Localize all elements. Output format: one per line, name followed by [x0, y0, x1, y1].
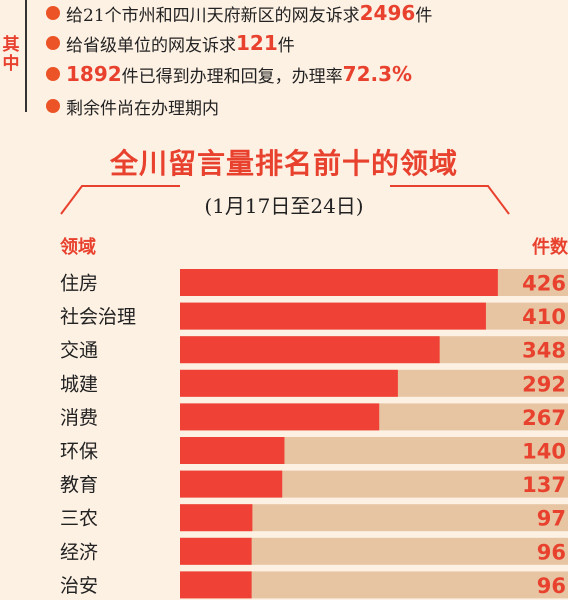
bullet-text: 给21个市州和四川天府新区的网友诉求 [66, 5, 360, 26]
frame-right-line [390, 185, 510, 215]
data-label: 96 [537, 574, 566, 598]
title-frame [60, 185, 510, 215]
category-label: 城建 [60, 373, 98, 395]
bar [180, 403, 380, 431]
bar [180, 470, 283, 498]
category-label: 社会治理 [60, 306, 136, 328]
side-divider [25, 0, 27, 112]
bar [180, 437, 285, 464]
data-label: 96 [537, 540, 566, 564]
data-label: 426 [522, 272, 566, 296]
category-label: 教育 [60, 474, 98, 496]
bullet-item: 剩余件尚在办理期内 [46, 93, 219, 119]
bullet-dot-icon [46, 6, 60, 20]
bullet-dot-icon [46, 67, 60, 81]
bar [180, 336, 440, 364]
data-label: 267 [522, 406, 566, 430]
chart-title: 全川留言量排名前十的领域 [109, 147, 458, 180]
category-label: 治安 [60, 575, 98, 597]
category-label: 交通 [60, 340, 98, 362]
bullet-number: 121 [236, 31, 278, 55]
value-header: 件数 [532, 237, 568, 258]
bullet-text: 剩余件尚在办理期内 [66, 98, 219, 119]
data-label: 97 [537, 507, 566, 531]
chart-subtitle: (1月17日至24日) [204, 194, 364, 218]
data-label: 348 [522, 339, 566, 363]
bar [180, 504, 253, 532]
bar [180, 269, 498, 296]
bar [180, 302, 486, 330]
bullet-number: 72.3% [342, 62, 413, 86]
bullet-number: 2496 [359, 1, 416, 25]
bullet-item: 1892 件已得到办理和回复，办理率 72.3% [46, 61, 412, 87]
bullet-text: 给省级单位的网友诉求 [66, 35, 236, 56]
frame-left-line [60, 185, 180, 215]
bar [180, 369, 398, 397]
bar [180, 571, 252, 599]
category-label: 经济 [60, 541, 98, 563]
bullet-text: 件 [415, 5, 433, 26]
data-label: 292 [522, 372, 566, 396]
bullet-item: 给省级单位的网友诉求 121 件 [46, 30, 295, 56]
category-label: 三农 [60, 508, 98, 530]
category-label: 环保 [60, 441, 98, 463]
category-label: 住房 [60, 273, 98, 295]
bullet-item: 给21个市州和四川天府新区的网友诉求 2496 件 [46, 0, 432, 26]
data-label: 140 [522, 440, 566, 464]
side-label: 其中 [2, 35, 20, 74]
bullet-dot-icon [46, 36, 60, 50]
category-header: 领域 [60, 237, 96, 258]
data-label: 410 [522, 305, 566, 329]
bullet-text: 件 [277, 35, 295, 56]
category-label: 消费 [60, 407, 98, 429]
bar [180, 537, 252, 565]
bullet-text: 件已得到办理和回复，办理率 [121, 66, 343, 87]
data-label: 137 [522, 473, 566, 497]
bullet-number: 1892 [66, 62, 122, 86]
bullet-dot-icon [46, 99, 60, 113]
